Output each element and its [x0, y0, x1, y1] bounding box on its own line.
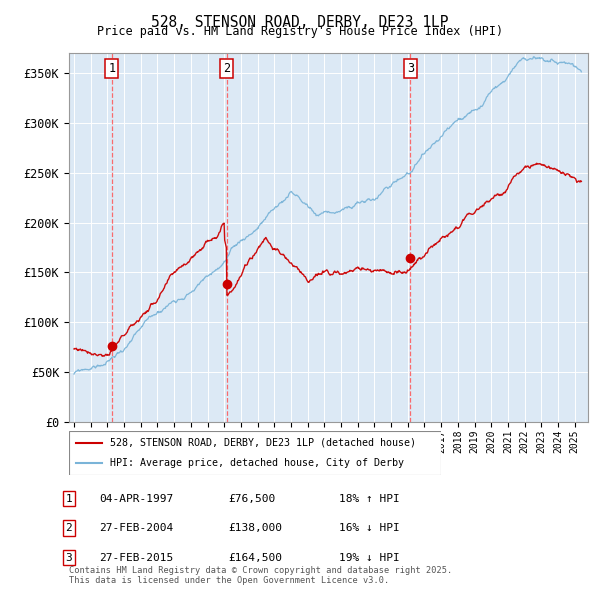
Text: 2: 2 [223, 61, 230, 74]
Text: 528, STENSON ROAD, DERBY, DE23 1LP: 528, STENSON ROAD, DERBY, DE23 1LP [151, 15, 449, 30]
Text: 1: 1 [65, 494, 73, 503]
Text: Price paid vs. HM Land Registry's House Price Index (HPI): Price paid vs. HM Land Registry's House … [97, 25, 503, 38]
Text: 04-APR-1997: 04-APR-1997 [99, 494, 173, 503]
Text: 27-FEB-2004: 27-FEB-2004 [99, 523, 173, 533]
Text: 16% ↓ HPI: 16% ↓ HPI [339, 523, 400, 533]
Text: 18% ↑ HPI: 18% ↑ HPI [339, 494, 400, 503]
Text: £164,500: £164,500 [228, 553, 282, 562]
Text: £76,500: £76,500 [228, 494, 275, 503]
Text: £138,000: £138,000 [228, 523, 282, 533]
FancyBboxPatch shape [69, 431, 441, 475]
Text: 3: 3 [65, 553, 73, 562]
Text: 27-FEB-2015: 27-FEB-2015 [99, 553, 173, 562]
Text: 3: 3 [407, 61, 414, 74]
Text: Contains HM Land Registry data © Crown copyright and database right 2025.
This d: Contains HM Land Registry data © Crown c… [69, 566, 452, 585]
Text: HPI: Average price, detached house, City of Derby: HPI: Average price, detached house, City… [110, 458, 404, 468]
Text: 2: 2 [65, 523, 73, 533]
Text: 1: 1 [109, 61, 115, 74]
Text: 528, STENSON ROAD, DERBY, DE23 1LP (detached house): 528, STENSON ROAD, DERBY, DE23 1LP (deta… [110, 438, 416, 448]
Text: 19% ↓ HPI: 19% ↓ HPI [339, 553, 400, 562]
